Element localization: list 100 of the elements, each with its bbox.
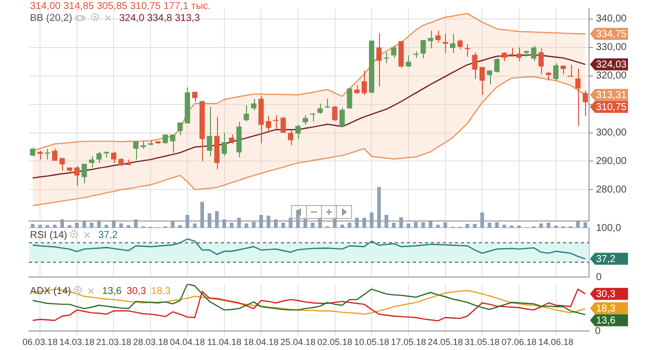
bar	[230, 222, 234, 228]
x-tick-label: 06.03.18	[22, 337, 58, 348]
chart-title: RSI (14)	[30, 230, 68, 241]
bar	[200, 202, 204, 228]
bar	[488, 222, 492, 228]
data-label: 324,03	[596, 60, 628, 71]
annotation: 324,0 334,8 313,3	[119, 13, 200, 24]
bar	[546, 222, 550, 228]
bar	[576, 221, 580, 228]
text: 30,3	[596, 289, 616, 300]
bar	[215, 211, 219, 228]
bar	[443, 222, 448, 228]
bar	[104, 224, 108, 228]
bar	[134, 219, 138, 228]
annotation: 18,3	[151, 286, 171, 297]
y-tick-label: 280,00	[596, 184, 628, 196]
bar	[502, 224, 506, 228]
bar	[30, 224, 35, 228]
x-tick-label: 24.05.18	[428, 337, 463, 348]
bar	[266, 216, 270, 228]
bar	[38, 224, 42, 228]
bar	[355, 218, 359, 228]
bar	[52, 224, 57, 228]
bar	[46, 225, 50, 228]
bar	[82, 221, 86, 228]
bar	[186, 214, 190, 228]
bar	[495, 222, 499, 228]
bar	[480, 212, 484, 228]
bar	[428, 220, 432, 228]
bar	[68, 225, 72, 228]
bar	[75, 222, 79, 228]
bar	[126, 225, 130, 228]
bar	[178, 225, 182, 228]
bar	[392, 222, 396, 228]
bar	[583, 222, 588, 228]
candlestick	[524, 50, 530, 58]
y-tick-label: 300,00	[596, 128, 628, 139]
bar	[472, 224, 477, 228]
bar	[222, 219, 226, 228]
data-label: 334,75	[596, 29, 628, 40]
bar	[436, 224, 440, 228]
annotation: 13,6	[102, 286, 122, 297]
x-tick-label: 07.06.18	[501, 337, 537, 348]
bar	[539, 223, 543, 228]
y-tick-label: 290,00	[596, 156, 628, 167]
candlestick	[228, 134, 234, 144]
x-tick-label: 18.04.18	[244, 337, 279, 348]
x-tick-label: 31.05.18	[464, 337, 500, 348]
bar	[192, 223, 197, 228]
bar	[237, 218, 241, 228]
x-tick-label: 14.03.18	[59, 337, 94, 348]
bar	[384, 214, 388, 228]
bar	[377, 187, 381, 228]
text: 18,3	[596, 303, 616, 314]
text: 37,2	[98, 230, 118, 241]
bar	[466, 224, 470, 228]
x-tick-label: 10.05.18	[354, 337, 390, 348]
bar	[60, 219, 64, 228]
y-tick-label: 330,00	[596, 42, 628, 54]
text: BB (20,2)	[30, 13, 72, 24]
bar	[281, 222, 286, 228]
x-tick-label: 04.04.18	[170, 337, 205, 348]
x-tick-label: 25.04.18	[280, 337, 316, 348]
bar	[252, 222, 256, 228]
bar	[170, 221, 175, 228]
bar	[310, 222, 315, 228]
bar	[259, 214, 263, 228]
text: 13,6	[596, 315, 616, 326]
x-tick-label: 28.03.18	[133, 337, 168, 348]
bar	[90, 222, 94, 228]
bar	[421, 222, 426, 228]
bar	[288, 218, 292, 228]
bar	[399, 217, 403, 228]
candlestick	[244, 104, 250, 122]
annotation: 314,00 314,85 305,85 310,75 177,1 тыс.	[30, 1, 211, 12]
bar	[208, 213, 212, 228]
annotation: 30,3	[126, 286, 146, 297]
y-tick-label: 100,0	[596, 222, 622, 234]
bar	[348, 222, 352, 228]
x-tick-label: 17.05.18	[390, 337, 426, 348]
candlestick	[104, 151, 110, 158]
x-tick-label: 21.03.18	[96, 337, 132, 348]
x-tick-label: 02.05.18	[317, 337, 352, 348]
bar	[318, 218, 322, 228]
bar	[119, 223, 123, 228]
y-tick-label: 0	[596, 272, 602, 283]
x-tick-label: 14.06.18	[538, 337, 574, 348]
bar	[97, 220, 101, 228]
bar	[414, 222, 418, 228]
bar	[274, 219, 278, 228]
y-tick-label: 340,00	[596, 14, 628, 25]
y-tick-label: 320,00	[596, 70, 628, 82]
bar	[244, 223, 248, 228]
bar	[340, 224, 344, 228]
data-label: 313,31	[596, 90, 628, 102]
bar	[112, 220, 116, 228]
bar	[370, 212, 374, 228]
bar	[406, 223, 410, 228]
x-tick-label: 11.04.18	[207, 337, 242, 348]
bar	[362, 218, 366, 228]
